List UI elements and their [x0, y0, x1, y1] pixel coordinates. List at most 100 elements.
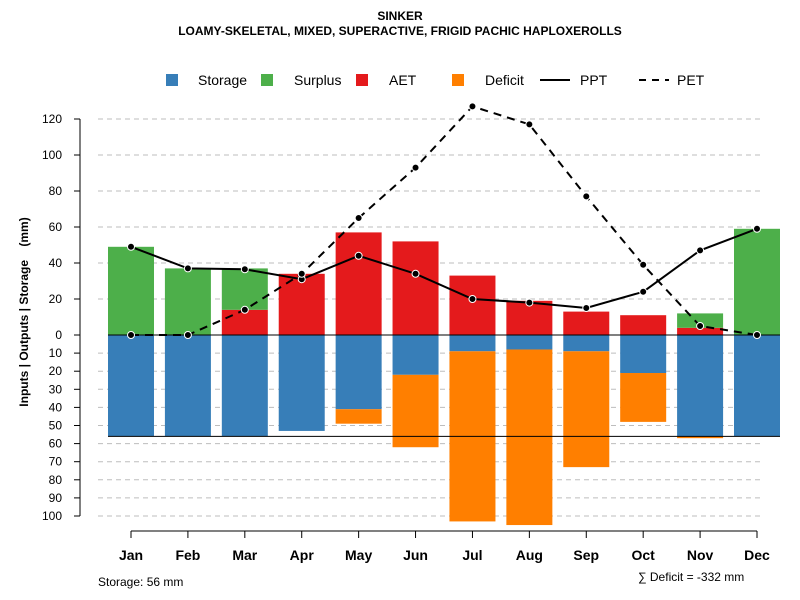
y-tick-label: 100 [42, 509, 62, 523]
x-tick-label: Apr [290, 547, 315, 563]
bar-aet [392, 241, 439, 335]
y-tick-label: 40 [49, 256, 63, 270]
y-tick-label: 60 [49, 437, 63, 451]
legend-label-deficit: Deficit [485, 72, 524, 88]
bar-aet [620, 315, 667, 335]
legend-label-aet: AET [389, 72, 417, 88]
point-pet [525, 120, 534, 129]
legend-swatch-aet [356, 74, 368, 86]
bar-surplus [677, 313, 724, 328]
x-tick-label: Nov [687, 547, 714, 563]
bar-aet [335, 232, 382, 335]
bar-storage [108, 335, 154, 437]
y-tick-label: 80 [49, 184, 63, 198]
point-pet [582, 192, 591, 201]
bar-aet [563, 311, 610, 335]
point-pet [354, 214, 363, 222]
point-ppt [240, 265, 249, 274]
x-tick-label: Jan [119, 547, 143, 563]
bar-aet [449, 275, 496, 335]
point-pet [696, 322, 705, 330]
point-ppt [468, 295, 477, 303]
x-tick-label: Mar [232, 547, 257, 563]
point-ppt [127, 242, 135, 251]
legend-label-pet: PET [677, 72, 705, 88]
point-pet [753, 331, 761, 339]
bar-storage [449, 335, 496, 352]
point-ppt [639, 287, 648, 296]
x-tick-label: Jul [462, 547, 482, 563]
x-tick-label: Feb [175, 547, 200, 563]
bar-aet [677, 327, 724, 335]
point-ppt [696, 246, 705, 255]
point-pet [297, 269, 306, 278]
x-tick-label: Aug [516, 547, 543, 563]
point-ppt [582, 304, 591, 312]
y-tick-label: 10 [49, 346, 63, 360]
bar-surplus [734, 228, 780, 335]
legend-swatch-surplus [261, 74, 273, 86]
y-axis-label: Inputs | Outputs | Storage (mm) [17, 217, 31, 406]
y-tick-label: 50 [49, 419, 63, 433]
y-tick-label: 0 [55, 328, 62, 342]
bar-deficit [620, 373, 667, 422]
y-tick-label: 90 [49, 491, 63, 505]
point-pet [127, 331, 135, 339]
point-ppt [753, 224, 761, 233]
x-tick-label: May [345, 547, 372, 563]
y-tick-label: 20 [49, 364, 63, 378]
point-pet [240, 305, 249, 314]
x-tick-label: Sep [573, 547, 599, 563]
y-tick-label: 70 [49, 455, 63, 469]
bar-deficit [506, 349, 553, 526]
y-tick-label: 60 [49, 220, 63, 234]
point-ppt [411, 269, 420, 278]
y-tick-label: 40 [49, 400, 63, 414]
bar-storage [620, 335, 667, 374]
bar-storage [221, 335, 268, 437]
point-ppt [183, 264, 192, 273]
line-pet [131, 105, 758, 336]
x-tick-label: Dec [744, 547, 770, 563]
bar-deficit [563, 351, 610, 468]
bar-storage [677, 335, 724, 437]
point-pet [639, 260, 648, 269]
point-pet [183, 331, 192, 339]
y-tick-label: 30 [49, 382, 63, 396]
x-tick-label: Jun [403, 547, 428, 563]
point-pet [411, 163, 420, 172]
point-ppt [354, 251, 363, 260]
legend-swatch-storage [166, 74, 178, 86]
bar-deficit [392, 374, 439, 448]
x-tick-label: Oct [632, 547, 656, 563]
storage-note: Storage: 56 mm [98, 575, 184, 589]
point-pet [468, 102, 477, 111]
bar-storage [335, 335, 382, 410]
bar-aet [221, 309, 268, 335]
bar-storage [164, 335, 211, 437]
bar-surplus [108, 246, 154, 335]
legend-label-storage: Storage [198, 72, 247, 88]
y-tick-label: 20 [49, 292, 63, 306]
bar-deficit [335, 409, 382, 424]
legend-swatch-deficit [452, 74, 464, 86]
legend-label-ppt: PPT [580, 72, 608, 88]
point-ppt [525, 298, 534, 307]
y-tick-label: 100 [42, 148, 62, 162]
y-tick-label: 80 [49, 473, 63, 487]
bar-storage [506, 335, 553, 350]
bar-storage [278, 335, 325, 431]
chart-title: SINKER [377, 9, 423, 23]
bar-storage [392, 335, 439, 375]
deficit-note: ∑ Deficit = -332 mm [638, 570, 745, 584]
bar-storage [563, 335, 610, 352]
legend-label-surplus: Surplus [294, 72, 341, 88]
y-tick-label: 120 [42, 112, 62, 126]
bar-surplus [164, 268, 211, 335]
bar-deficit [677, 436, 724, 439]
bar-storage [734, 335, 780, 437]
chart-subtitle: LOAMY-SKELETAL, MIXED, SUPERACTIVE, FRIG… [178, 24, 622, 38]
bar-surplus [221, 268, 268, 310]
line-ppt [130, 227, 758, 310]
